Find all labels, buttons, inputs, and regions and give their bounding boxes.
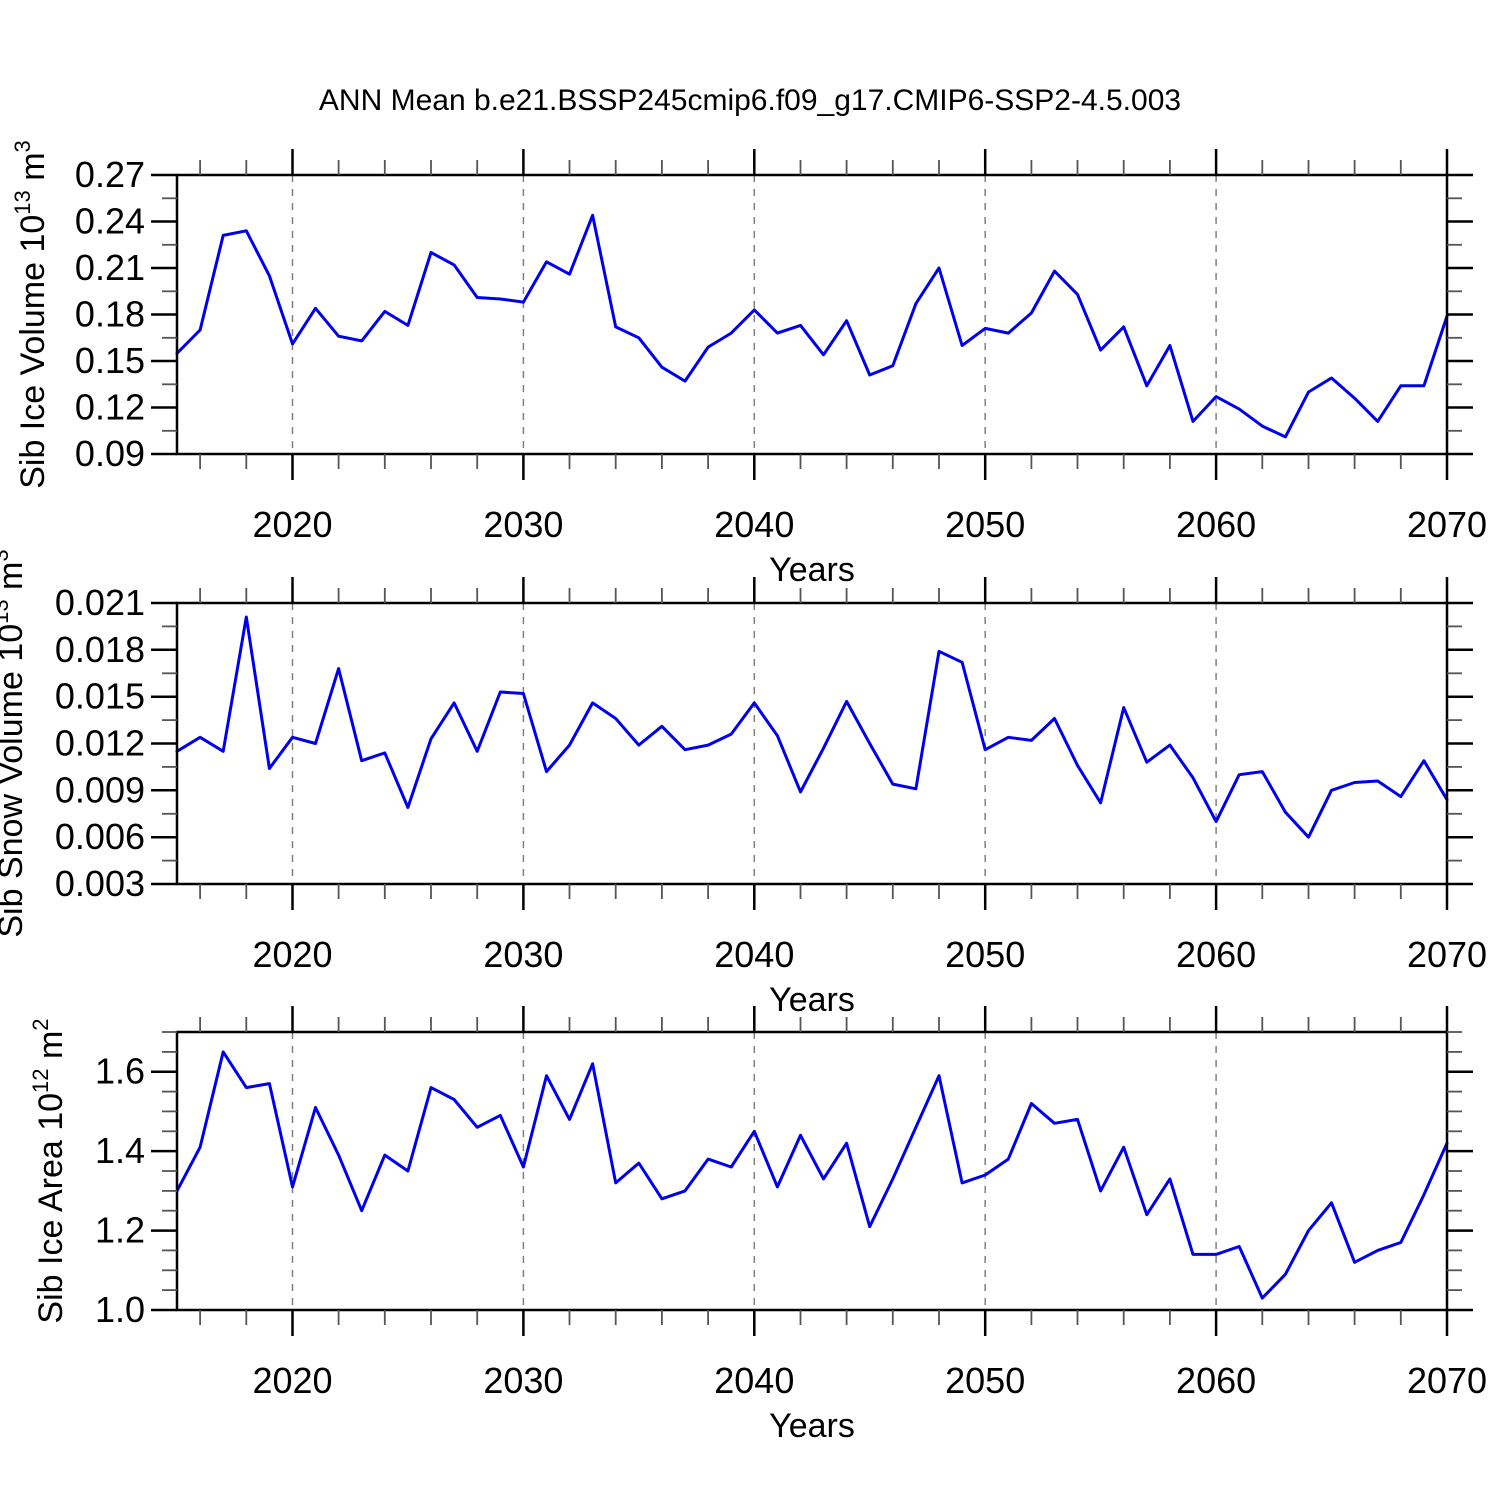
x-tick-label: 2050: [945, 934, 1025, 975]
x-tick-label: 2030: [483, 1360, 563, 1401]
panel-sib-ice-area: 2020 2030 2040 2050 2060 2070 1.0 1.2 1.4 1.6 Sib …: [28, 1006, 1487, 1445]
x-tick-label: 2040: [714, 934, 794, 975]
sib-snow-volume-xlabel: Years: [769, 981, 855, 1019]
x-tick-label: 2050: [945, 504, 1025, 545]
y-tick-label: 1.0: [95, 1289, 145, 1330]
sib-ice-volume-ylabel: Sib Ice Volume 1013 m3: [10, 140, 52, 489]
sib-ice-area-xlabel: Years: [769, 1407, 855, 1445]
x-tick-label: 2050: [945, 1360, 1025, 1401]
sib-snow-volume-border: [175, 601, 1449, 886]
x-tick-label: 2060: [1176, 934, 1256, 975]
y-tick-label: 0.09: [75, 433, 145, 474]
x-tick-label: 2070: [1407, 504, 1487, 545]
y-tick-label: 0.21: [75, 247, 145, 288]
x-tick-label: 2070: [1407, 934, 1487, 975]
y-tick-label: 1.4: [95, 1130, 145, 1171]
y-tick-label: 0.18: [75, 294, 145, 335]
sib-snow-volume-ylabel: Sib Snow Volume 1013 m3: [0, 549, 30, 937]
y-tick-label: 1.2: [95, 1210, 145, 1251]
y-tick-label: 0.006: [55, 816, 145, 857]
panel-sib-snow-volume: 2020 2030 2040 2050 2060 2070 0.003 0.006 0.009 0…: [0, 549, 1487, 1019]
x-tick-label: 2030: [483, 504, 563, 545]
sib-ice-volume-border: [175, 173, 1449, 456]
x-tick-label: 2020: [252, 934, 332, 975]
y-tick-label: 0.009: [55, 769, 145, 810]
sib-ice-area-line: [175, 1050, 1449, 1300]
y-tick-label: 0.27: [75, 154, 145, 195]
x-tick-label: 2030: [483, 934, 563, 975]
y-tick-label: 0.018: [55, 629, 145, 670]
sib-ice-area-ylabel: Sib Ice Area 1012 m2: [28, 1018, 70, 1323]
chart-title: ANN Mean b.e21.BSSP245cmip6.f09_g17.CMIP…: [318, 84, 1182, 117]
x-tick-label: 2020: [252, 504, 332, 545]
y-tick-label: 0.24: [75, 201, 145, 242]
y-tick-label: 1.6: [95, 1051, 145, 1092]
sib-ice-area-border: [175, 1030, 1449, 1312]
panel-sib-ice-volume: 2020 2030 2040 2050 2060 2070 0.09 0.12 0.15 0.18…: [10, 140, 1487, 589]
y-tick-label: 0.015: [55, 676, 145, 717]
x-tick-label: 2040: [714, 1360, 794, 1401]
x-tick-label: 2020: [252, 1360, 332, 1401]
y-tick-label: 0.12: [75, 387, 145, 428]
sib-snow-volume-line: [175, 615, 1449, 839]
x-tick-label: 2060: [1176, 504, 1256, 545]
sib-ice-volume-line: [175, 213, 1449, 439]
y-tick-label: 0.003: [55, 863, 145, 904]
x-tick-label: 2040: [714, 504, 794, 545]
x-tick-label: 2070: [1407, 1360, 1487, 1401]
y-tick-label: 0.012: [55, 723, 145, 764]
sib-ice-volume-xlabel: Years: [769, 551, 855, 589]
x-tick-label: 2060: [1176, 1360, 1256, 1401]
y-tick-label: 0.021: [55, 582, 145, 623]
y-tick-label: 0.15: [75, 340, 145, 381]
